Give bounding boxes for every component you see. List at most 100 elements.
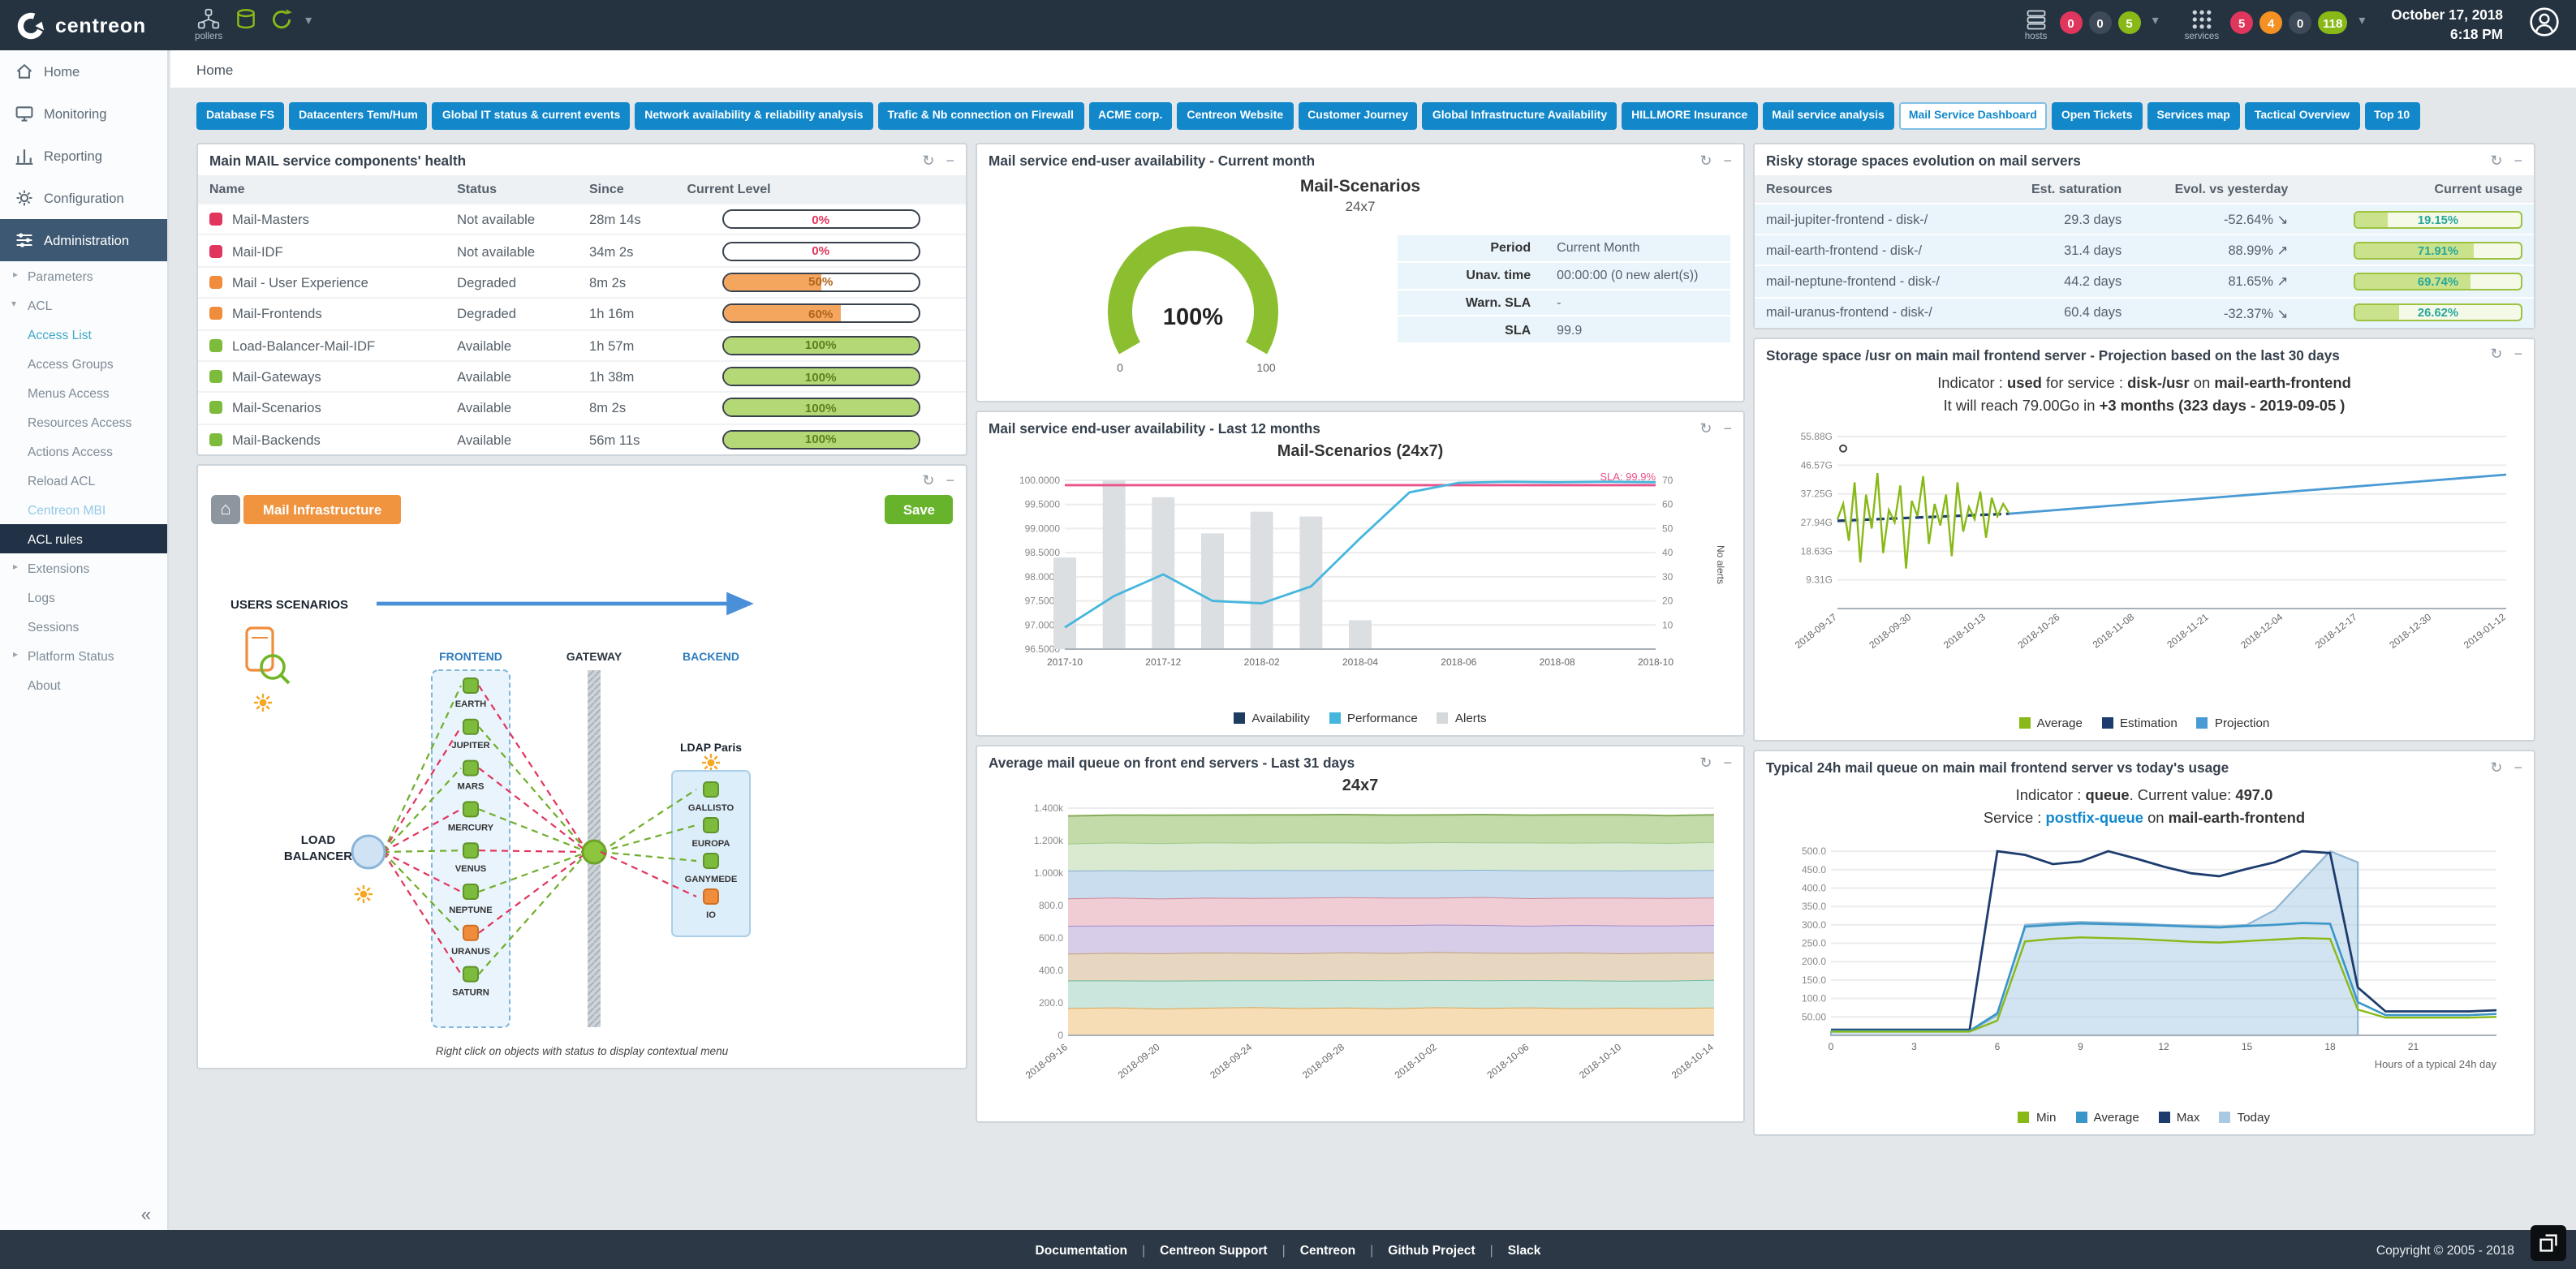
health-row[interactable]: Mail-Backends Available 56m 11s 100% [198, 423, 966, 454]
refresh-icon[interactable]: ↻ [2490, 152, 2503, 168]
services-icon[interactable]: services [2185, 8, 2219, 42]
refresh-icon[interactable]: ↻ [1699, 754, 1712, 770]
sidebar-subitem[interactable]: ACL [0, 290, 167, 320]
dashboard-tab[interactable]: Top 10 [2364, 102, 2420, 130]
collapse-icon[interactable]: − [2514, 152, 2522, 168]
svg-text:18.63G: 18.63G [1801, 546, 1833, 557]
dashboard-tab[interactable]: Customer Journey [1298, 102, 1418, 130]
footer-link[interactable]: Documentation [1035, 1242, 1128, 1257]
sidebar-item-monitoring[interactable]: Monitoring [0, 92, 167, 135]
sidebar-subitem[interactable]: Resources Access [28, 415, 132, 429]
footer-link[interactable]: Slack [1475, 1242, 1541, 1257]
dashboard-tab[interactable]: Global Infrastructure Availability [1422, 102, 1618, 130]
svg-text:0: 0 [1829, 1041, 1834, 1052]
refresh-icon[interactable]: ↻ [2490, 346, 2503, 363]
sidebar-subitem[interactable]: Reload ACL [28, 473, 96, 488]
sidebar-subitem[interactable]: Centreon MBI [28, 502, 106, 517]
sidebar-item-configuration[interactable]: Configuration [0, 177, 167, 219]
host-status-badge[interactable]: 0 [2059, 11, 2083, 34]
service-status-badge[interactable]: 5 [2230, 11, 2254, 34]
health-row[interactable]: Mail-Masters Not available 28m 14s 0% [198, 202, 966, 235]
sidebar-subitem[interactable]: Parameters [0, 261, 167, 290]
service-status-badge[interactable]: 118 [2318, 11, 2348, 34]
pollers-chevron-icon[interactable]: ▾ [305, 13, 312, 28]
sidebar-item-home[interactable]: Home [0, 50, 167, 92]
svg-text:MARS: MARS [458, 782, 485, 792]
dashboard-tab[interactable]: Network availability & reliability analy… [635, 102, 873, 130]
sidebar-subitem[interactable]: Sessions [28, 619, 80, 634]
health-row[interactable]: Mail-IDF Not available 34m 2s 0% [198, 234, 966, 267]
collapse-icon[interactable]: − [2514, 759, 2522, 776]
risky-row[interactable]: mail-neptune-frontend - disk-/ 44.2 days… [1755, 265, 2534, 298]
hosts-icon[interactable]: hosts [2024, 8, 2048, 42]
sidebar-subitem[interactable]: Menus Access [28, 385, 110, 400]
health-row[interactable]: Mail-Scenarios Available 8m 2s 100% [198, 391, 966, 424]
sidebar-item-reporting[interactable]: Reporting [0, 135, 167, 177]
sidebar-subitem[interactable]: Logs [28, 590, 55, 604]
collapse-icon[interactable]: − [946, 472, 954, 488]
dashboard-tab[interactable]: Open Tickets [2051, 102, 2143, 130]
collapse-icon[interactable]: − [1723, 754, 1732, 770]
collapse-icon[interactable]: − [1723, 152, 1732, 168]
host-status-badge[interactable]: 5 [2117, 11, 2141, 34]
health-row[interactable]: Mail-Gateways Available 1h 38m 100% [198, 359, 966, 393]
dashboard-tab[interactable]: Mail Service Dashboard [1898, 102, 2047, 130]
risky-row[interactable]: mail-jupiter-frontend - disk-/ 29.3 days… [1755, 202, 2534, 235]
footer-link[interactable]: Centreon [1268, 1242, 1355, 1257]
hosts-chevron-icon[interactable]: ▾ [2152, 13, 2159, 28]
collapse-icon[interactable]: − [2514, 346, 2522, 363]
sidebar-subitem[interactable]: Actions Access [28, 444, 113, 458]
sidebar-item-administration[interactable]: Administration [0, 219, 167, 261]
dashboard-tab[interactable]: Datacenters Tem/Hum [289, 102, 428, 130]
dashboard-tab[interactable]: Mail service analysis [1762, 102, 1894, 130]
health-row[interactable]: Mail - User Experience Degraded 8m 2s 50… [198, 265, 966, 299]
dashboard-tab[interactable]: Tactical Overview [2244, 102, 2360, 130]
user-avatar[interactable] [2529, 6, 2560, 45]
dashboard-tab[interactable]: Global IT status & current events [432, 102, 631, 130]
sidebar-subitem[interactable]: ACL rules [0, 524, 167, 553]
footer-link[interactable]: Github Project [1355, 1242, 1475, 1257]
risky-row[interactable]: mail-earth-frontend - disk-/ 31.4 days 8… [1755, 234, 2534, 266]
service-status-badge[interactable]: 4 [2259, 11, 2283, 34]
collapse-icon[interactable]: − [946, 152, 954, 168]
refresh-icon[interactable]: ↻ [1699, 419, 1712, 436]
home-widget-icon[interactable]: ⌂ [211, 495, 240, 524]
svg-text:27.94G: 27.94G [1801, 518, 1833, 529]
services-chevron-icon[interactable]: ▾ [2358, 13, 2366, 28]
dashboard-tab[interactable]: Trafic & Nb connection on Firewall [877, 102, 1084, 130]
health-row[interactable]: Load-Balancer-Mail-IDF Available 1h 57m … [198, 328, 966, 361]
sidebar-subitem[interactable]: About [28, 678, 61, 692]
pollers-icon[interactable]: pollers [195, 8, 222, 42]
sidebar-subitem[interactable]: Access Groups [28, 356, 114, 371]
sidebar-subitem[interactable]: Extensions [0, 553, 167, 583]
svg-text:USERS SCENARIOS: USERS SCENARIOS [230, 598, 348, 612]
risky-row[interactable]: mail-uranus-frontend - disk-/ 60.4 days … [1755, 296, 2534, 328]
svg-text:40: 40 [1662, 547, 1674, 558]
dashboard-tab[interactable]: Services map [2147, 102, 2240, 130]
refresh-icon[interactable]: ↻ [1699, 152, 1712, 168]
breadcrumb[interactable]: Home [170, 50, 2576, 89]
refresh-icon[interactable]: ↻ [2490, 759, 2503, 776]
service-name: Mail-Scenarios [232, 399, 321, 416]
dashboard-tab[interactable]: Centreon Website [1177, 102, 1294, 130]
refresh-icon[interactable]: ↻ [922, 152, 935, 168]
health-row[interactable]: Mail-Frontends Degraded 1h 16m 60% [198, 297, 966, 329]
sidebar-item-label: Administration [44, 232, 130, 248]
centreon-logo[interactable]: centreon [16, 11, 175, 40]
sidebar-subitem[interactable]: Access List [28, 327, 92, 342]
sidebar-collapse-button[interactable]: « [140, 1206, 151, 1225]
refresh-circle-icon[interactable] [269, 8, 294, 31]
dashboard-tab[interactable]: HILLMORE Insurance [1622, 102, 1758, 130]
dashboard-tab[interactable]: Database FS [196, 102, 285, 130]
service-status-badge[interactable]: 0 [2289, 11, 2312, 34]
dashboard-tab[interactable]: ACME corp. [1088, 102, 1173, 130]
footer-link[interactable]: Centreon Support [1127, 1242, 1268, 1257]
sidebar-subitem[interactable]: Platform Status [0, 641, 167, 670]
refresh-icon[interactable]: ↻ [922, 472, 935, 488]
svg-text:2018-09-17: 2018-09-17 [1793, 612, 1839, 652]
host-status-badge[interactable]: 0 [2088, 11, 2112, 34]
fullscreen-icon[interactable] [2531, 1225, 2566, 1261]
database-icon[interactable] [234, 8, 258, 31]
collapse-icon[interactable]: − [1723, 419, 1732, 436]
save-button[interactable]: Save [885, 495, 953, 524]
